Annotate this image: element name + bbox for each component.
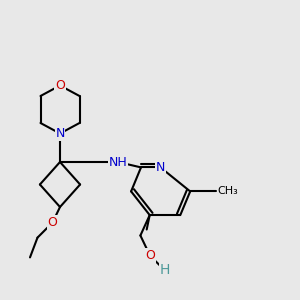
Text: H: H (159, 263, 170, 277)
Text: O: O (55, 79, 65, 92)
Text: N: N (55, 127, 65, 140)
Text: O: O (48, 216, 57, 229)
Text: O: O (145, 249, 155, 262)
Text: N: N (156, 161, 165, 174)
Text: CH₃: CH₃ (218, 186, 238, 197)
Text: NH: NH (109, 155, 127, 169)
